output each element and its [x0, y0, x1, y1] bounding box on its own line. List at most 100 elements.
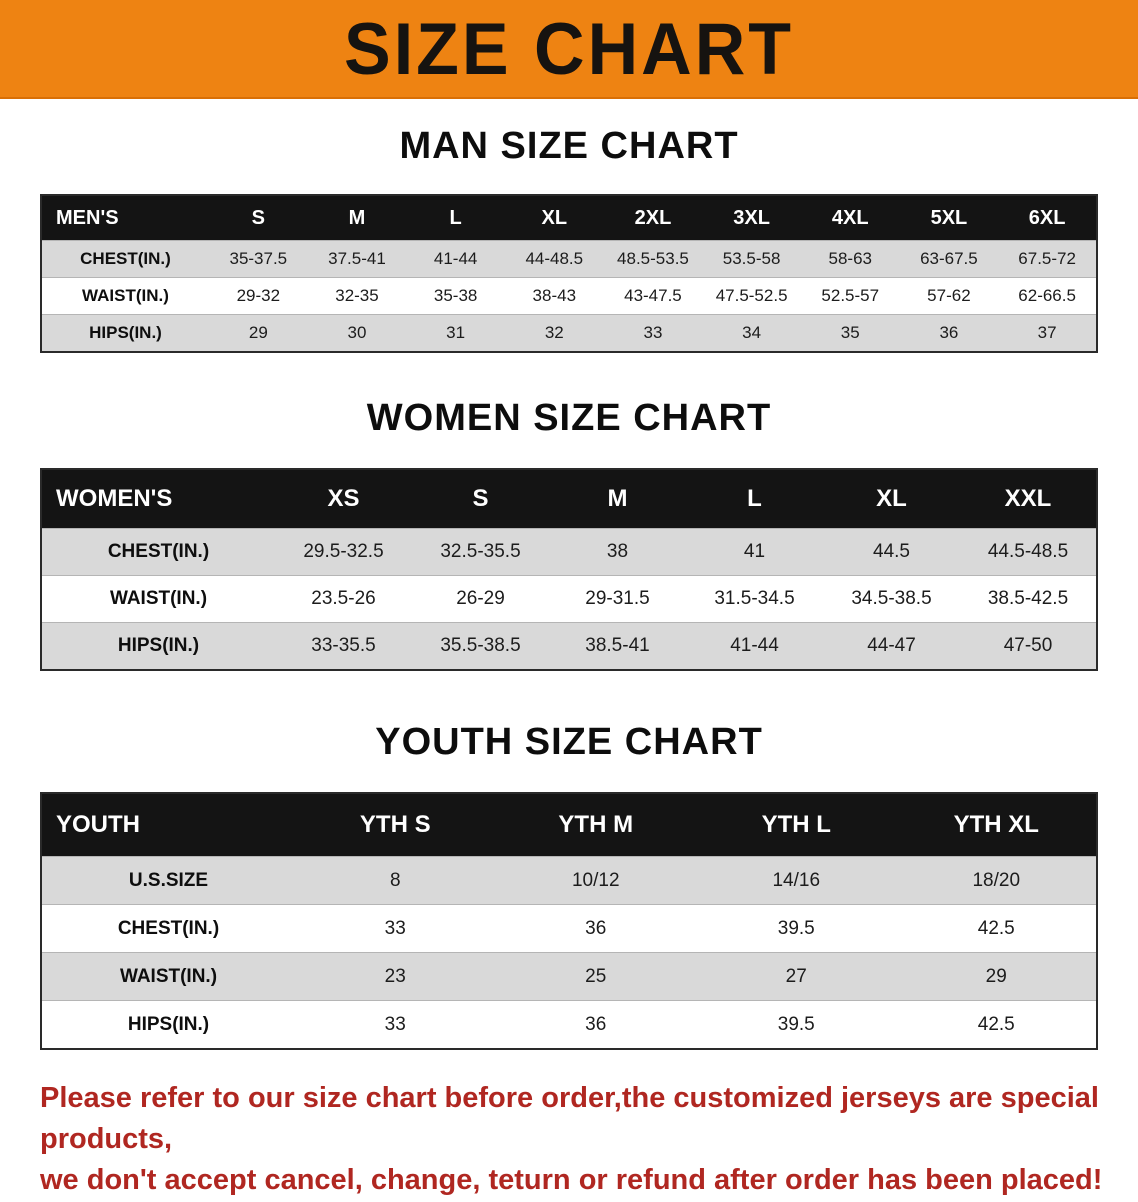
- measurement-cell: 23: [295, 952, 496, 1001]
- measurement-cell: 41: [686, 528, 823, 576]
- table-row: HIPS(IN.) 29 30 31 32 33 34 35 36 37: [41, 314, 1097, 352]
- measurement-cell: 31: [406, 314, 505, 352]
- youth-size-section: YOUTH SIZE CHART YOUTH YTH S YTH M YTH L YTH…: [0, 721, 1138, 1050]
- measurement-cell: 29-31.5: [549, 575, 686, 623]
- youth-size-table: YOUTH YTH S YTH M YTH L YTH XL U.S.SIZE 8 10/12…: [40, 792, 1098, 1050]
- row-label: WAIST(IN.): [41, 277, 209, 315]
- measurement-cell: 58-63: [800, 240, 900, 278]
- measurement-cell: 33: [295, 904, 496, 953]
- row-label: CHEST(IN.): [41, 240, 209, 278]
- measurement-cell: 36: [899, 314, 999, 352]
- measurement-cell: 32.5-35.5: [412, 528, 549, 576]
- women-size-table: WOMEN'S XS S M L XL XXL CHEST(IN.) 29.5-32.5 32.5…: [40, 468, 1098, 671]
- measurement-cell: 39.5: [696, 1000, 897, 1049]
- measurement-cell: 34: [702, 314, 801, 352]
- size-column-header: YTH XL: [896, 793, 1097, 857]
- measurement-cell: 44.5-48.5: [960, 528, 1097, 576]
- table-row: U.S.SIZE 8 10/12 14/16 18/20: [41, 856, 1097, 905]
- measurement-cell: 29.5-32.5: [275, 528, 412, 576]
- row-label: WAIST(IN.): [41, 575, 275, 623]
- size-column-header: XS: [275, 469, 412, 529]
- women-section-title: WOMEN SIZE CHART: [366, 397, 772, 439]
- table-corner-header: WOMEN'S: [41, 469, 275, 529]
- size-column-header: S: [412, 469, 549, 529]
- measurement-cell: 43-47.5: [603, 277, 703, 315]
- measurement-cell: 52.5-57: [800, 277, 900, 315]
- men-section-title: MAN SIZE CHART: [399, 125, 739, 167]
- table-row: WAIST(IN.) 23 25 27 29: [41, 952, 1097, 1001]
- measurement-cell: 63-67.5: [899, 240, 999, 278]
- measurement-cell: 35-37.5: [209, 240, 308, 278]
- measurement-cell: 35: [800, 314, 900, 352]
- measurement-cell: 37: [998, 314, 1097, 352]
- size-column-header: XXL: [960, 469, 1097, 529]
- measurement-cell: 33: [603, 314, 703, 352]
- row-label: HIPS(IN.): [41, 1000, 295, 1049]
- measurement-cell: 23.5-26: [275, 575, 412, 623]
- measurement-cell: 41-44: [686, 622, 823, 670]
- men-size-table: MEN'S S M L XL 2XL 3XL 4XL 5XL 6XL CHEST(IN.) 35-37…: [40, 194, 1098, 353]
- table-row: WAIST(IN.) 29-32 32-35 35-38 38-43 43-47.5 47.…: [41, 277, 1097, 315]
- measurement-cell: 26-29: [412, 575, 549, 623]
- measurement-cell: 67.5-72: [998, 240, 1097, 278]
- disclaimer: Please refer to our size chart before or…: [40, 1078, 1118, 1202]
- measurement-cell: 42.5: [896, 904, 1097, 953]
- page-title: SIZE CHART: [344, 7, 794, 90]
- table-row: HIPS(IN.) 33 36 39.5 42.5: [41, 1000, 1097, 1049]
- measurement-cell: 39.5: [696, 904, 897, 953]
- measurement-cell: 57-62: [899, 277, 999, 315]
- table-row: CHEST(IN.) 33 36 39.5 42.5: [41, 904, 1097, 953]
- table-row: CHEST(IN.) 29.5-32.5 32.5-35.5 38 41 44.5 44.5…: [41, 528, 1097, 576]
- size-column-header: 5XL: [899, 195, 999, 241]
- measurement-cell: 29: [896, 952, 1097, 1001]
- table-row: WAIST(IN.) 23.5-26 26-29 29-31.5 31.5-34.5 34…: [41, 575, 1097, 623]
- table-corner-header: YOUTH: [41, 793, 295, 857]
- size-column-header: 6XL: [998, 195, 1097, 241]
- measurement-cell: 41-44: [406, 240, 505, 278]
- row-label: WAIST(IN.): [41, 952, 295, 1001]
- measurement-cell: 35.5-38.5: [412, 622, 549, 670]
- measurement-cell: 38.5-41: [549, 622, 686, 670]
- measurement-cell: 38-43: [504, 277, 604, 315]
- measurement-cell: 53.5-58: [702, 240, 801, 278]
- disclaimer-line-1: Please refer to our size chart before or…: [40, 1082, 1099, 1156]
- measurement-cell: 32: [504, 314, 604, 352]
- measurement-cell: 33-35.5: [275, 622, 412, 670]
- header-row: YOUTH YTH S YTH M YTH L YTH XL: [41, 793, 1097, 857]
- size-column-header: 4XL: [800, 195, 900, 241]
- size-column-header: L: [406, 195, 505, 241]
- measurement-cell: 44-48.5: [504, 240, 604, 278]
- size-column-header: YTH S: [295, 793, 496, 857]
- measurement-cell: 44-47: [823, 622, 960, 670]
- measurement-cell: 37.5-41: [307, 240, 407, 278]
- measurement-cell: 44.5: [823, 528, 960, 576]
- row-label: HIPS(IN.): [41, 314, 209, 352]
- disclaimer-line-2: we don't accept cancel, change, teturn o…: [40, 1164, 1103, 1197]
- measurement-cell: 29: [209, 314, 308, 352]
- measurement-cell: 27: [696, 952, 897, 1001]
- measurement-cell: 38.5-42.5: [960, 575, 1097, 623]
- size-column-header: XL: [504, 195, 604, 241]
- measurement-cell: 35-38: [406, 277, 505, 315]
- size-column-header: M: [307, 195, 407, 241]
- row-label: U.S.SIZE: [41, 856, 295, 905]
- measurement-cell: 36: [495, 904, 696, 953]
- header-row: WOMEN'S XS S M L XL XXL: [41, 469, 1097, 529]
- size-column-header: YTH L: [696, 793, 897, 857]
- table-corner-header: MEN'S: [41, 195, 209, 241]
- measurement-cell: 25: [495, 952, 696, 1001]
- measurement-cell: 18/20: [896, 856, 1097, 905]
- measurement-cell: 33: [295, 1000, 496, 1049]
- men-size-section: MAN SIZE CHART MEN'S S M L XL 2XL 3XL 4XL 5XL 6XL…: [0, 125, 1138, 353]
- size-column-header: M: [549, 469, 686, 529]
- measurement-cell: 34.5-38.5: [823, 575, 960, 623]
- size-column-header: XL: [823, 469, 960, 529]
- measurement-cell: 29-32: [209, 277, 308, 315]
- size-column-header: 3XL: [702, 195, 801, 241]
- measurement-cell: 47-50: [960, 622, 1097, 670]
- measurement-cell: 42.5: [896, 1000, 1097, 1049]
- banner: SIZE CHART: [0, 0, 1138, 99]
- measurement-cell: 30: [307, 314, 407, 352]
- measurement-cell: 48.5-53.5: [603, 240, 703, 278]
- measurement-cell: 36: [495, 1000, 696, 1049]
